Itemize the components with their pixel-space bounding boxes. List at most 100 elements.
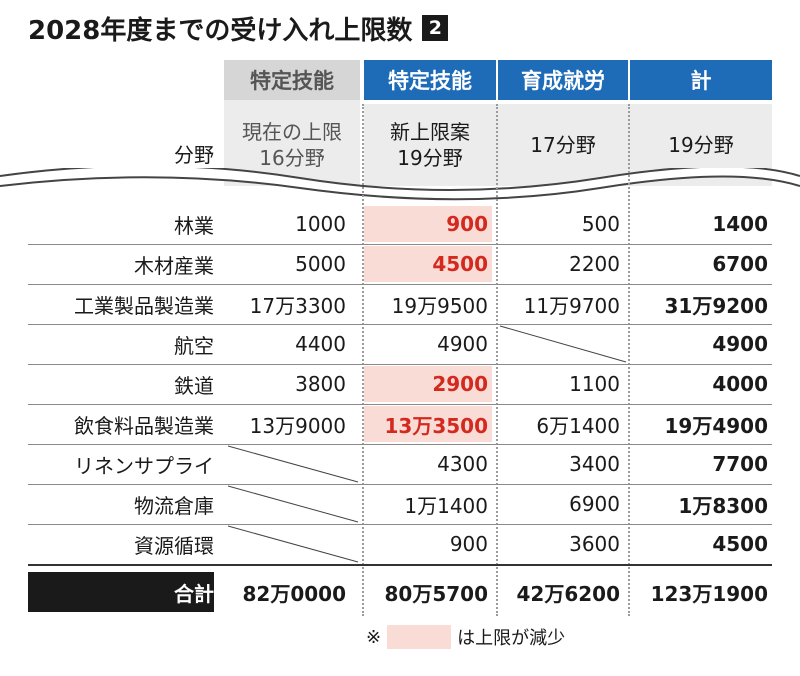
figure-number-badge: 2	[422, 15, 449, 41]
current-header-top: 特定技能	[250, 69, 334, 93]
row-label: 木材産業	[134, 253, 214, 278]
current-value: 13万9000	[249, 413, 346, 438]
total-value: 6700	[712, 252, 768, 276]
current-value	[224, 524, 346, 564]
total-header-sub: 19分野	[630, 104, 772, 186]
table-row: 鉄道 3800 2900 1100 4000	[28, 364, 772, 404]
totals-label: 合計	[28, 572, 214, 612]
current-value: 3800	[295, 372, 346, 396]
training-value: 6万1400	[536, 413, 620, 438]
table-row: 林業 1000 900 500 1400	[28, 204, 772, 244]
training-value: 3600	[569, 532, 620, 556]
wavy-break-separator	[0, 168, 800, 201]
training-header-sub: 17分野	[498, 104, 628, 186]
row-line	[28, 244, 772, 245]
new-value: 4300	[437, 452, 488, 476]
blue-header-divider-2	[628, 60, 630, 100]
total-value: 19万4900	[664, 413, 769, 438]
training-sub-line1: 17分野	[530, 133, 596, 157]
training-header-top: 育成就労	[521, 69, 605, 93]
total-value: 4900	[712, 332, 768, 356]
current-sub-line1: 現在の上限	[242, 120, 342, 144]
new-value: 19万9500	[391, 293, 488, 318]
new-value: 4900	[437, 332, 488, 356]
training-value: 2200	[569, 252, 620, 276]
table-row: リネンサプライ 4300 3400 7700	[28, 444, 772, 484]
divider-current-new	[362, 104, 364, 616]
current-value: 1000	[295, 212, 346, 236]
row-label: 飲食料品製造業	[74, 413, 214, 438]
row-label: 物流倉庫	[134, 493, 214, 518]
table-row: 飲食料品製造業 13万9000 13万3500 6万1400 19万4900	[28, 404, 772, 444]
total-value: 7700	[712, 452, 768, 476]
row-label: 航空	[174, 333, 214, 358]
totals-row: 合計 82万0000 80万5700 42万6200 123万1900	[28, 572, 772, 612]
highlight-cell-railway	[364, 366, 492, 402]
current-sub-line2: 16分野	[259, 146, 325, 170]
training-value	[498, 324, 620, 364]
row-label: 工業製品製造業	[74, 293, 214, 318]
new-value: 4500	[432, 252, 488, 276]
total-header-top: 計	[690, 69, 712, 93]
row-line	[28, 444, 772, 445]
total-value: 4000	[712, 372, 768, 396]
divider-new-training	[496, 104, 498, 616]
field-header-label: 分野	[174, 143, 214, 167]
new-sub-line1: 新上限案	[390, 120, 470, 144]
totals-new: 80万5700	[384, 581, 489, 606]
training-value: 500	[581, 212, 620, 236]
new-header-top: 特定技能	[388, 69, 472, 93]
row-line	[28, 564, 772, 566]
training-value: 3400	[569, 452, 620, 476]
blue-header-divider-1	[496, 60, 498, 100]
current-value: 5000	[295, 252, 346, 276]
field-header: 分野	[28, 104, 214, 186]
note-text: は上限が減少	[457, 628, 566, 649]
new-value: 900	[449, 532, 488, 556]
training-value: 6900	[569, 492, 620, 516]
highlight-cell-wood	[364, 246, 492, 282]
current-value	[224, 484, 346, 524]
training-value: 1100	[569, 372, 620, 396]
current-header-band	[224, 60, 360, 100]
row-label: 鉄道	[174, 373, 214, 398]
blue-header-band	[364, 60, 772, 100]
new-sub-line2: 19分野	[397, 146, 463, 170]
new-value: 2900	[432, 372, 488, 396]
table-row: 資源循環 900 3600 4500	[28, 524, 772, 564]
new-header-sub: 新上限案 19分野	[364, 104, 496, 186]
total-value: 1万8300	[678, 493, 768, 518]
new-value: 900	[446, 212, 488, 236]
training-value: 11万9700	[523, 293, 620, 318]
row-label: 林業	[174, 213, 214, 238]
total-value: 1400	[712, 212, 768, 236]
highlight-swatch	[387, 625, 452, 649]
note-mark: ※	[366, 626, 382, 648]
row-line	[28, 524, 772, 525]
total-value: 31万9200	[664, 293, 769, 318]
row-label: リネンサプライ	[74, 453, 214, 478]
title-text: 2028年度までの受け入れ上限数	[28, 15, 413, 46]
totals-current: 82万0000	[242, 581, 347, 606]
row-label: 資源循環	[134, 533, 214, 558]
current-header-sub: 現在の上限 16分野	[224, 104, 360, 186]
current-value: 17万3300	[249, 293, 346, 318]
divider-training-total	[628, 104, 630, 616]
legend-note: ※ は上限が減少	[366, 622, 565, 652]
current-value	[224, 444, 346, 484]
row-line	[28, 324, 772, 325]
totals-label-text: 合計	[174, 581, 214, 606]
total-sub-line1: 19分野	[668, 133, 734, 157]
table-row: 物流倉庫 1万1400 6900 1万8300	[28, 484, 772, 524]
totals-training: 42万6200	[516, 581, 621, 606]
highlight-cell-food	[364, 406, 492, 442]
row-line	[28, 404, 772, 405]
row-line	[28, 484, 772, 485]
table-row: 工業製品製造業 17万3300 19万9500 11万9700 31万9200	[28, 284, 772, 324]
new-value: 13万3500	[384, 413, 489, 438]
totals-total: 123万1900	[650, 581, 768, 606]
row-line	[28, 364, 772, 365]
highlight-cell-forestry	[364, 206, 492, 242]
total-value: 4500	[712, 532, 768, 556]
